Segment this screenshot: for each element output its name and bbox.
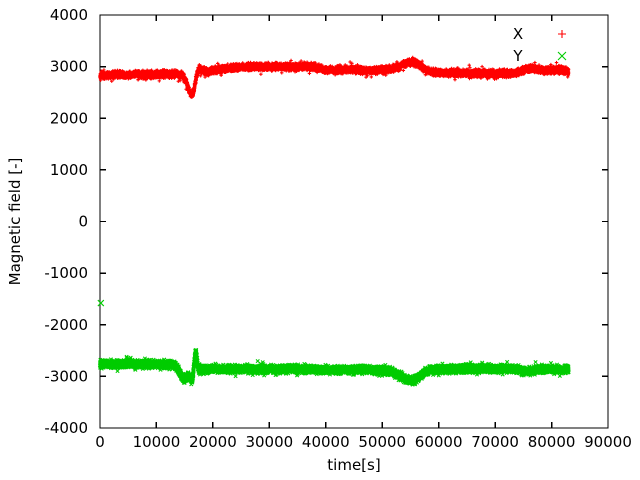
x-tick-label: 40000 xyxy=(302,433,350,451)
x-tick-label: 20000 xyxy=(189,433,237,451)
data-point-marker xyxy=(110,79,114,83)
y-tick-label: -3000 xyxy=(44,367,88,385)
y-tick-label: -2000 xyxy=(44,316,88,334)
x-axis-title: time[s] xyxy=(327,456,380,474)
data-point-marker xyxy=(259,72,263,76)
x-tick-label: 0 xyxy=(95,433,105,451)
x-tick-label: 70000 xyxy=(471,433,519,451)
x-tick-label: 90000 xyxy=(584,433,632,451)
y-axis-title: Magnetic field [-] xyxy=(6,158,24,286)
x-tick-label: 80000 xyxy=(528,433,576,451)
data-point-marker xyxy=(157,79,162,83)
x-tick-label: 10000 xyxy=(133,433,181,451)
x-tick-label: 30000 xyxy=(245,433,293,451)
x-tick-label: 60000 xyxy=(415,433,463,451)
series-x xyxy=(98,55,571,99)
y-tick-label: 1000 xyxy=(50,161,88,179)
y-tick-label: -4000 xyxy=(44,419,88,437)
x-tick-label: 50000 xyxy=(358,433,406,451)
y-tick-label: 4000 xyxy=(50,6,88,24)
data-point-marker xyxy=(307,71,312,76)
y-tick-label: 2000 xyxy=(50,109,88,127)
data-point-marker xyxy=(280,71,284,75)
y-tick-label: -1000 xyxy=(44,264,88,282)
y-tick-label: 3000 xyxy=(50,58,88,76)
y-tick-label: 0 xyxy=(78,213,88,231)
